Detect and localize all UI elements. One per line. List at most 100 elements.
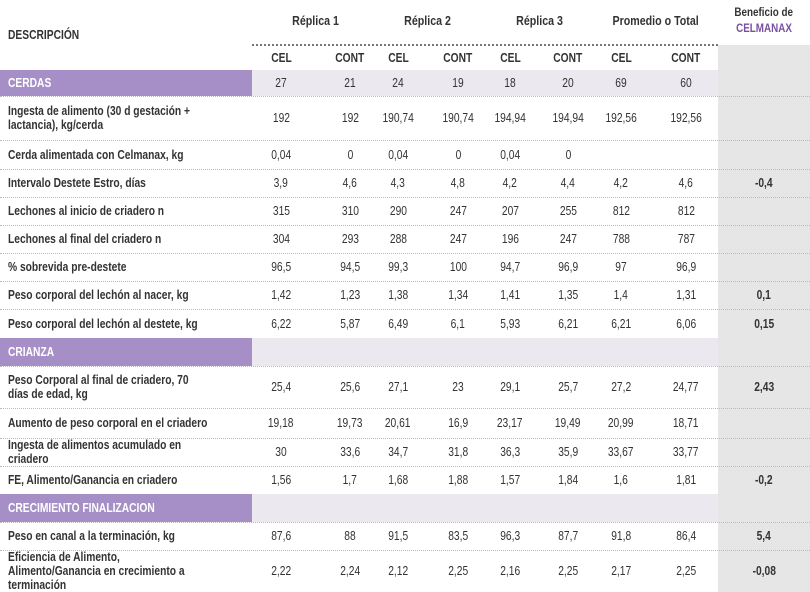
row-label: Ingesta de alimentos acumulado en criade… — [8, 438, 182, 466]
cell: 2,25 — [558, 564, 578, 578]
cell: 247 — [449, 204, 467, 218]
sub-header-bg — [0, 45, 252, 70]
cell: 4,2 — [613, 176, 629, 190]
cell: 255 — [559, 204, 577, 218]
cell: 96,9 — [676, 260, 696, 274]
cell: 4,2 — [502, 176, 518, 190]
cell: 194,94 — [552, 111, 584, 125]
benefit-cell: -0,08 — [752, 564, 776, 578]
sub-header: CEL — [499, 51, 521, 65]
cell: 36,3 — [500, 445, 520, 459]
cell: 5,93 — [500, 316, 520, 331]
cell: 34,7 — [388, 445, 408, 459]
cell: 100 — [449, 260, 467, 274]
cell: 0 — [347, 147, 353, 162]
cell: 315 — [272, 204, 290, 218]
header-bg — [718, 0, 810, 45]
cell: 1,31 — [676, 288, 696, 302]
sub-header: CONT — [335, 51, 365, 65]
cell: 18 — [504, 76, 516, 90]
cell: 192,56 — [605, 111, 637, 125]
cell: 1,6 — [613, 473, 629, 487]
cell: 6,21 — [611, 316, 631, 331]
cell: 6,49 — [388, 316, 408, 331]
cell: 20 — [562, 76, 574, 90]
cell: 94,5 — [340, 260, 360, 274]
row-divider — [0, 438, 810, 439]
row-divider — [0, 366, 810, 367]
cell: 192,56 — [670, 111, 702, 125]
cell: 25,4 — [271, 380, 291, 394]
cell: 196 — [501, 232, 519, 246]
cell: 87,7 — [558, 529, 578, 543]
cell: 86,4 — [676, 529, 696, 543]
cell: 87,6 — [271, 529, 291, 543]
cell: 19,18 — [268, 416, 294, 430]
cell: 247 — [449, 232, 467, 246]
cell: 0,04 — [271, 147, 291, 162]
description-header: DESCRIPCIÓN — [8, 28, 80, 42]
cell: 190,74 — [382, 111, 414, 125]
group-header: Réplica 2 — [404, 13, 452, 28]
cell: 0,04 — [500, 147, 520, 162]
cell: 23 — [452, 380, 464, 394]
cell: 4,6 — [678, 176, 694, 190]
cell: 96,5 — [271, 260, 291, 274]
row-divider — [0, 522, 810, 523]
cell: 6,1 — [450, 316, 466, 331]
cell: 2,25 — [448, 564, 468, 578]
cell: 29,1 — [500, 380, 520, 394]
cell: 0 — [455, 147, 461, 162]
group-header: Réplica 1 — [292, 13, 340, 28]
row-label: Cerda alimentada con Celmanax, kg — [8, 147, 184, 162]
row-divider — [0, 253, 810, 254]
cell: 27 — [275, 76, 287, 90]
benefit-cell: 5,4 — [756, 529, 772, 543]
cell: 2,25 — [676, 564, 696, 578]
row-divider — [0, 408, 810, 409]
section-row-bg — [252, 338, 718, 366]
row-label: FE, Alimento/Ganancia en criadero — [8, 473, 178, 487]
sub-header: CONT — [553, 51, 583, 65]
cell: 6,06 — [676, 316, 696, 331]
cell: 99,3 — [388, 260, 408, 274]
cell: 2,22 — [271, 564, 291, 578]
cell: 4,6 — [342, 176, 358, 190]
benefit-cell: -0,4 — [755, 176, 773, 190]
cell: 33,67 — [608, 445, 634, 459]
row-divider — [0, 225, 810, 226]
cell: 33,77 — [673, 445, 699, 459]
row-divider — [0, 281, 810, 282]
cell: 1,41 — [500, 288, 520, 302]
cell: 6,22 — [271, 316, 291, 331]
cell: 25,6 — [340, 380, 360, 394]
cell: 16,9 — [448, 416, 468, 430]
cell: 1,81 — [676, 473, 696, 487]
group-header: Promedio o Total — [612, 13, 700, 28]
row-label: Eficiencia de Alimento, Alimento/Gananci… — [8, 550, 185, 592]
section-label-bg — [0, 494, 252, 522]
cell: 0,04 — [388, 147, 408, 162]
benefit-header: Beneficio de — [734, 5, 794, 19]
sub-header: CEL — [270, 51, 292, 65]
cell: 1,34 — [448, 288, 468, 302]
cell: 31,8 — [448, 445, 468, 459]
cell: 1,23 — [340, 288, 360, 302]
cell: 88 — [344, 529, 356, 543]
cell: 1,84 — [558, 473, 578, 487]
cell: 787 — [677, 232, 695, 246]
cell: 19,73 — [337, 416, 363, 430]
section-row-bg — [252, 494, 718, 522]
cell: 33,6 — [340, 445, 360, 459]
row-divider — [0, 96, 810, 97]
cell: 3,9 — [273, 176, 289, 190]
cell: 96,3 — [500, 529, 520, 543]
cell: 4,4 — [560, 176, 576, 190]
cell: 304 — [272, 232, 290, 246]
cell: 4,3 — [390, 176, 406, 190]
cell: 2,17 — [611, 564, 631, 578]
cell: 192 — [341, 111, 359, 125]
sub-header: CONT — [443, 51, 473, 65]
benefit-cell: 0,15 — [754, 316, 774, 331]
